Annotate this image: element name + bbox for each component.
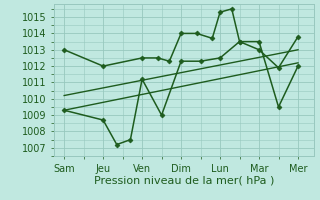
X-axis label: Pression niveau de la mer( hPa ): Pression niveau de la mer( hPa ): [94, 175, 274, 185]
